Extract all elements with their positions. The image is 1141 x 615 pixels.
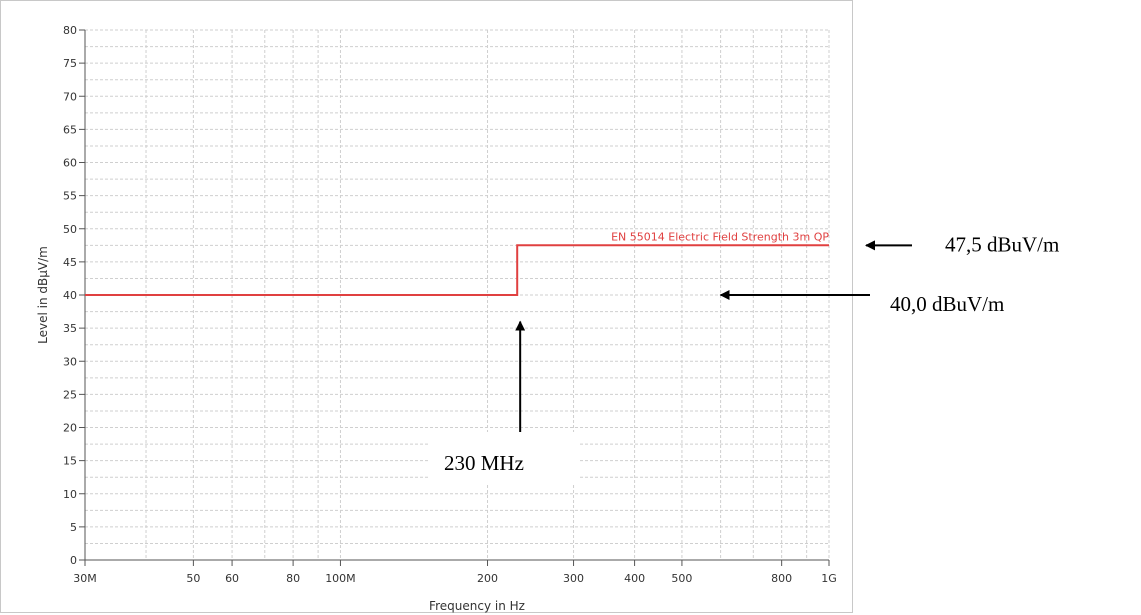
y-tick-label: 35: [63, 322, 77, 335]
x-tick-label: 800: [771, 572, 792, 585]
y-tick-label: 5: [70, 521, 77, 534]
x-tick-label: 30M: [73, 572, 97, 585]
x-axis-title: Frequency in Hz: [429, 599, 525, 613]
annotation-label: 47,5 dBuV/m: [945, 232, 1059, 256]
limit-line: [85, 244, 829, 296]
y-tick-label: 0: [70, 554, 77, 567]
x-tick-label: 80: [286, 572, 300, 585]
y-tick-label: 10: [63, 488, 77, 501]
y-tick-label: 60: [63, 157, 77, 170]
x-tick-label: 300: [563, 572, 584, 585]
y-tick-label: 45: [63, 256, 77, 269]
x-tick-label: 100M: [325, 572, 356, 585]
x-tick-label: 200: [477, 572, 498, 585]
annotation-label-background: [430, 432, 580, 484]
x-tick-label: 60: [225, 572, 239, 585]
limit-line-label: EN 55014 Electric Field Strength 3m QP: [611, 230, 829, 243]
annotation-label: 40,0 dBuV/m: [890, 292, 1004, 316]
x-tick-label: 500: [671, 572, 692, 585]
y-tick-label: 30: [63, 355, 77, 368]
x-tick-label: 400: [624, 572, 645, 585]
y-tick-label: 65: [63, 123, 77, 136]
y-tick-label: 80: [63, 24, 77, 37]
y-tick-label: 70: [63, 90, 77, 103]
y-tick-label: 40: [63, 289, 77, 302]
y-tick-label: 50: [63, 223, 77, 236]
x-tick-label: 1G: [821, 572, 837, 585]
y-tick-label: 20: [63, 422, 77, 435]
y-tick-label: 75: [63, 57, 77, 70]
x-tick-label: 50: [186, 572, 200, 585]
y-axis-title: Level in dBμV/m: [36, 246, 50, 344]
y-tick-label: 55: [63, 190, 77, 203]
y-tick-label: 15: [63, 455, 77, 468]
annotation-label: 230 MHz: [444, 451, 524, 475]
y-tick-label: 25: [63, 388, 77, 401]
chart-panel: [0, 0, 853, 613]
